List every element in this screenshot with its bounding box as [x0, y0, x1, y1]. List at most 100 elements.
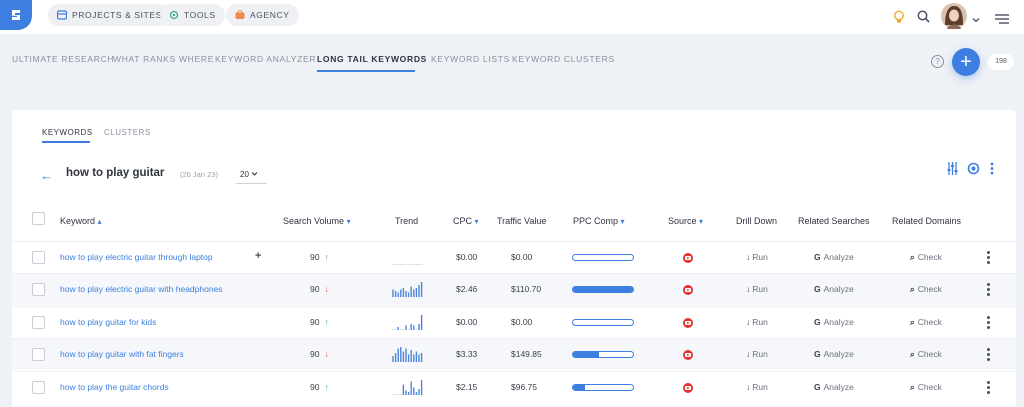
row-checkbox[interactable]: [32, 315, 45, 329]
ppc-comp-bar: [572, 351, 634, 359]
cpc-value: $3.33: [456, 349, 478, 360]
keyword-link[interactable]: how to play electric guitar with headpho…: [60, 284, 223, 295]
more-vertical-icon[interactable]: [990, 162, 994, 180]
drill-down-run-button[interactable]: ↓ Run: [746, 284, 768, 294]
youtube-source-icon: [683, 382, 693, 393]
col-source[interactable]: Source ▾: [668, 216, 703, 226]
trend-bar: [415, 351, 418, 363]
add-keyword-icon[interactable]: +: [255, 250, 262, 262]
row-menu-icon[interactable]: [987, 251, 990, 266]
row-checkbox[interactable]: [32, 283, 45, 297]
related-domains-check-button[interactable]: ⌕ Check: [910, 349, 942, 360]
related-searches-analyze-button[interactable]: G Analyze: [814, 382, 854, 392]
lightbulb-icon[interactable]: [893, 10, 905, 29]
google-icon: G: [814, 349, 821, 360]
sort-az-icon: ↓: [746, 381, 751, 392]
sort-az-icon: ↓: [746, 349, 751, 360]
trend-down-arrow-icon: ↓: [324, 284, 329, 295]
projects-sites-button[interactable]: PROJECTS & SITES: [48, 4, 171, 26]
keyword-link[interactable]: how to play guitar with fat fingers: [60, 349, 184, 360]
per-page-select[interactable]: 20: [240, 170, 258, 179]
tab-ultimate-research[interactable]: ULTIMATE RESEARCH: [12, 54, 115, 64]
related-searches-analyze-button[interactable]: G Analyze: [814, 284, 854, 294]
row-checkbox[interactable]: [32, 348, 45, 362]
menu-dot: [987, 325, 990, 329]
sliders-icon[interactable]: [947, 162, 958, 180]
row-divider: [12, 273, 1016, 275]
row-divider: [12, 305, 1016, 307]
search-volume-value: 90: [310, 381, 320, 392]
tab-keywords[interactable]: KEYWORDS: [42, 128, 93, 137]
trend-up-arrow-icon: ↑: [324, 381, 329, 392]
tab-clusters[interactable]: CLUSTERS: [104, 128, 151, 137]
add-button[interactable]: +: [952, 48, 980, 76]
col-keyword-label: Keyword: [60, 216, 96, 226]
related-domains-check-button[interactable]: ⌕ Check: [910, 252, 942, 263]
trend-bar: [405, 264, 407, 265]
app-logo[interactable]: [0, 0, 32, 30]
avatar[interactable]: [941, 3, 967, 34]
tab-what-ranks-where[interactable]: WHAT RANKS WHERE: [113, 54, 215, 64]
menu-icon[interactable]: [995, 11, 1009, 29]
row-checkbox[interactable]: [32, 380, 45, 394]
cpc-value: $2.46: [456, 284, 478, 295]
row-menu-icon[interactable]: [987, 283, 990, 298]
per-page-value: 20: [240, 170, 249, 179]
col-keyword[interactable]: Keyword ▴: [60, 216, 102, 226]
traffic-value: $96.75: [511, 381, 537, 392]
col-cpc[interactable]: CPC ▾: [453, 216, 479, 226]
chevron-down-icon[interactable]: [972, 11, 980, 29]
keyword-link[interactable]: how to play guitar for kids: [60, 316, 157, 327]
row-divider: [12, 241, 1016, 242]
tools-button[interactable]: TOOLS: [160, 4, 225, 26]
keyword-link[interactable]: how to play the guitar chords: [60, 381, 169, 392]
related-domains-check-button[interactable]: ⌕ Check: [910, 284, 942, 295]
keyword-link[interactable]: how to play electric guitar through lapt…: [60, 252, 213, 262]
related-domains-check-button[interactable]: ⌕ Check: [910, 382, 942, 393]
agency-button[interactable]: AGENCY: [226, 4, 299, 26]
help-icon[interactable]: ?: [931, 55, 944, 68]
sort-az-icon: ↓: [746, 284, 751, 295]
google-icon: G: [814, 381, 821, 392]
trend-bar: [415, 391, 418, 395]
tab-long-tail-keywords[interactable]: LONG TAIL KEYWORDS: [317, 54, 428, 64]
trend-bar: [413, 264, 415, 265]
projects-sites-label: PROJECTS & SITES: [72, 10, 162, 20]
ppc-comp-bar: [572, 383, 634, 391]
tab-keyword-lists[interactable]: KEYWORD LISTS: [431, 54, 511, 64]
settings-icon[interactable]: [967, 162, 980, 180]
trend-bar: [402, 351, 405, 363]
back-arrow-icon[interactable]: ←: [40, 168, 53, 183]
col-search-volume[interactable]: Search Volume ▾: [283, 216, 351, 226]
results-card: KEYWORDS CLUSTERS ← how to play guitar (…: [12, 110, 1016, 407]
menu-dot: [987, 358, 990, 362]
youtube-source-icon: [683, 285, 693, 296]
traffic-value: $110.70: [511, 284, 542, 295]
related-searches-analyze-button[interactable]: G Analyze: [814, 349, 854, 359]
row-menu-icon[interactable]: [987, 315, 990, 331]
drill-down-label: Run: [752, 316, 768, 327]
related-domains-label: Check: [917, 349, 942, 360]
drill-down-run-button[interactable]: ↓ Run: [746, 317, 768, 327]
row-menu-icon[interactable]: [987, 348, 990, 363]
tab-keyword-analyzer[interactable]: KEYWORD ANALYZER: [215, 54, 317, 64]
select-all-checkbox[interactable]: [32, 212, 45, 225]
related-searches-analyze-button[interactable]: G Analyze: [814, 317, 854, 327]
row-checkbox[interactable]: [32, 251, 45, 264]
related-searches-label: Analyze: [823, 284, 854, 295]
related-domains-label: Check: [917, 316, 942, 327]
trend-bar: [410, 381, 412, 395]
related-domains-check-button[interactable]: ⌕ Check: [910, 317, 942, 328]
drill-down-run-button[interactable]: ↓ Run: [746, 252, 768, 262]
col-ppc-comp[interactable]: PPC Comp ▾: [573, 216, 625, 226]
related-searches-analyze-button[interactable]: G Analyze: [814, 252, 854, 262]
logo-icon: [12, 10, 20, 20]
tab-keyword-clusters[interactable]: KEYWORD CLUSTERS: [512, 54, 615, 64]
drill-down-run-button[interactable]: ↓ Run: [746, 382, 768, 392]
drill-down-run-button[interactable]: ↓ Run: [746, 349, 768, 359]
row-menu-icon[interactable]: [987, 380, 990, 396]
trend-bar: [397, 264, 399, 265]
search-icon[interactable]: [917, 10, 930, 28]
search-icon: ⌕: [910, 381, 915, 392]
trend-bar: [405, 325, 407, 330]
